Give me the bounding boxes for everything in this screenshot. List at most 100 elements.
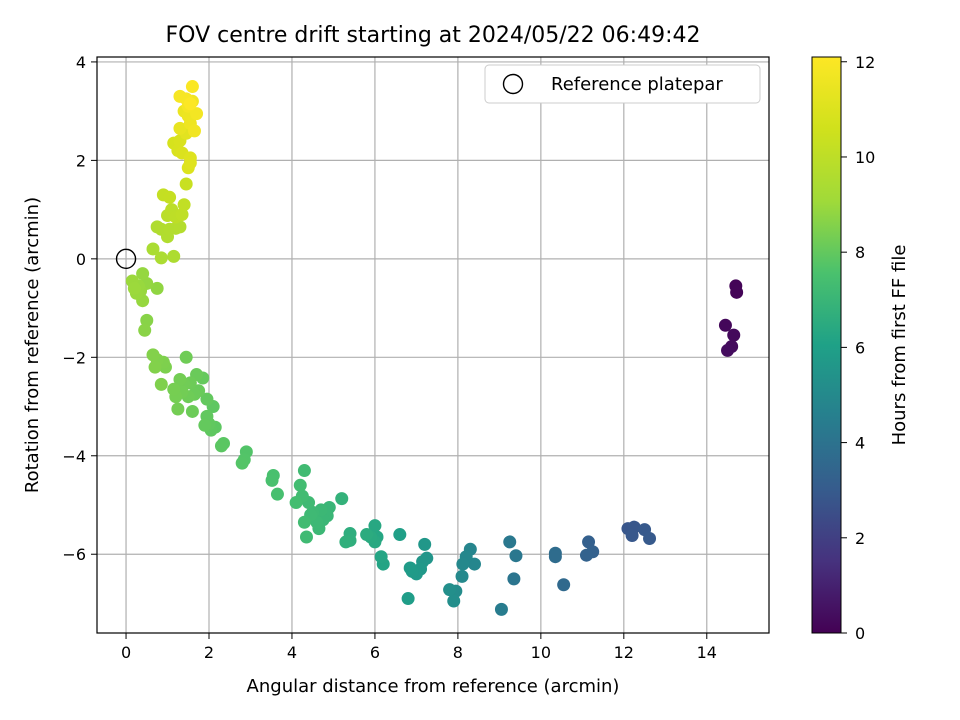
colorbar-tick-label: 8	[855, 243, 865, 262]
scatter-point	[447, 594, 461, 608]
scatter-point	[401, 592, 415, 606]
scatter-point	[507, 572, 521, 586]
scatter-point	[456, 557, 470, 571]
scatter-point	[455, 569, 469, 583]
scatter-point	[509, 549, 523, 563]
x-tick-label: 14	[697, 643, 717, 662]
x-tick-label: 10	[531, 643, 551, 662]
x-tick-label: 8	[453, 643, 463, 662]
scatter-point	[127, 281, 141, 295]
scatter-point	[179, 177, 193, 191]
legend-marker	[502, 73, 524, 95]
scatter-point	[374, 550, 388, 564]
legend-box	[484, 64, 761, 104]
y-tick-label: 2	[76, 151, 86, 170]
colorbar-tick-label: 0	[855, 624, 865, 643]
scatter-point	[360, 528, 374, 542]
y-axis-label: Rotation from reference (arcmin)	[22, 197, 43, 493]
legend: Reference platepar	[484, 64, 761, 104]
scatter-point	[289, 496, 303, 510]
scatter-point	[146, 348, 160, 362]
scatter-point	[167, 249, 181, 263]
colorbar-gradient	[811, 56, 842, 634]
scatter-point	[727, 328, 741, 342]
scatter-point	[198, 418, 212, 432]
data-points	[125, 80, 744, 616]
scatter-point	[173, 372, 187, 386]
scatter-point	[175, 208, 189, 222]
scatter-point	[136, 267, 150, 281]
scatter-point	[418, 537, 432, 551]
scatter-point	[467, 557, 481, 571]
scatter-point	[335, 492, 349, 506]
colorbar-tick-label: 6	[855, 338, 865, 357]
scatter-point	[721, 343, 735, 357]
scatter-point	[173, 121, 187, 135]
colorbar-tick-label: 4	[855, 434, 865, 453]
y-tick-label: 0	[76, 250, 86, 269]
scatter-point	[138, 323, 152, 337]
colorbar-tick-label: 10	[855, 148, 875, 167]
x-tick-label: 6	[370, 643, 380, 662]
y-axis-ticks: −6 −4 −2 0 2 4	[62, 53, 97, 564]
scatter-point	[548, 550, 562, 564]
scatter-point	[718, 318, 732, 332]
scatter-point	[368, 519, 382, 533]
reference-platepar-marker	[115, 248, 137, 270]
scatter-point	[293, 478, 307, 492]
scatter-point	[148, 360, 162, 374]
scatter-point	[270, 487, 284, 501]
x-tick-label: 4	[287, 643, 297, 662]
y-tick-label: −2	[62, 348, 86, 367]
scatter-point	[183, 156, 197, 170]
scatter-point	[265, 473, 279, 487]
scatter-point	[503, 535, 517, 549]
plot-frame	[96, 56, 770, 634]
scatter-point	[171, 402, 185, 416]
scatter-point	[297, 515, 311, 529]
scatter-point	[443, 583, 457, 597]
scatter-point	[557, 578, 571, 592]
scatter-point	[494, 602, 508, 616]
scatter-point	[393, 528, 407, 542]
x-tick-label: 0	[121, 643, 131, 662]
scatter-point	[154, 251, 168, 265]
scatter-point	[643, 531, 657, 545]
scatter-point	[185, 80, 199, 94]
scatter-point	[339, 535, 353, 549]
scatter-point	[179, 350, 193, 364]
colorbar-label: Hours from first FF file	[889, 245, 910, 446]
scatter-point	[214, 439, 228, 453]
y-tick-label: −6	[62, 545, 86, 564]
scatter-point	[579, 548, 593, 562]
scatter-point	[200, 392, 214, 406]
scatter-point	[730, 285, 744, 299]
scatter-point	[146, 242, 160, 256]
legend-label: Reference platepar	[551, 74, 723, 95]
scatter-point	[190, 107, 204, 121]
x-tick-label: 12	[614, 643, 634, 662]
scatter-point	[185, 404, 199, 418]
y-tick-label: −4	[62, 447, 86, 466]
scatter-point	[297, 464, 311, 478]
colorbar-ticks: 0 2 4 6 8 10 12	[841, 53, 875, 643]
colorbar: 0 2 4 6 8 10 12 Hours from first FF file	[811, 53, 910, 643]
scatter-point	[140, 313, 154, 327]
scatter-point	[183, 97, 197, 111]
scatter-point	[163, 190, 177, 204]
scatter-point	[173, 220, 187, 234]
x-tick-label: 2	[204, 643, 214, 662]
scatter-point	[150, 281, 164, 295]
colorbar-tick-label: 12	[855, 53, 875, 72]
chart-title: FOV centre drift starting at 2024/05/22 …	[166, 23, 701, 48]
scatter-point	[625, 529, 639, 543]
x-axis-label: Angular distance from reference (arcmin)	[247, 676, 620, 697]
scatter-point	[299, 530, 313, 544]
reference-marker	[115, 248, 137, 270]
scatter-point	[235, 456, 249, 470]
scatter-point	[582, 535, 596, 549]
scatter-point	[187, 124, 201, 138]
scatter-point	[177, 198, 191, 212]
y-tick-label: 4	[76, 53, 86, 72]
